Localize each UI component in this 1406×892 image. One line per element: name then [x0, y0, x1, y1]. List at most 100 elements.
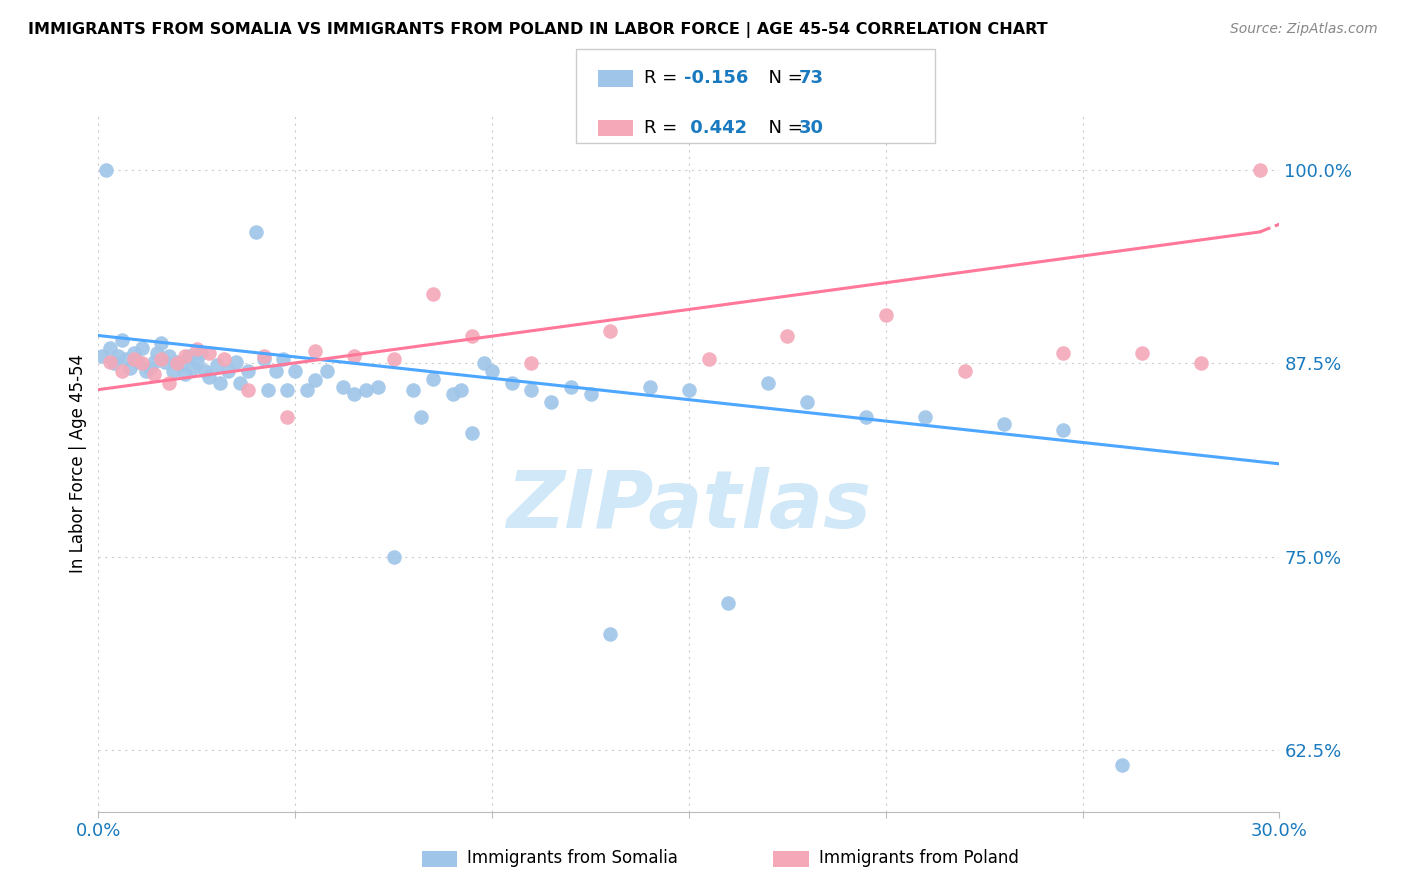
Text: 0.442: 0.442 [683, 119, 747, 136]
Point [150, 351, 173, 366]
Point [91, 349, 114, 363]
Point [579, 387, 602, 401]
Point [304, 343, 326, 358]
Point [599, 324, 621, 338]
Text: R =: R = [644, 70, 683, 87]
Point [914, 410, 936, 425]
Point [253, 351, 276, 366]
Point [638, 379, 661, 393]
Point [343, 387, 366, 401]
Point [560, 379, 582, 393]
Point [540, 395, 562, 409]
Point [1052, 423, 1074, 437]
Point [131, 341, 153, 355]
Point [236, 364, 259, 378]
Point [461, 328, 484, 343]
Point [98, 341, 121, 355]
Point [276, 410, 298, 425]
Point [214, 351, 236, 366]
Point [422, 286, 444, 301]
Y-axis label: In Labor Force | Age 45-54: In Labor Force | Age 45-54 [69, 354, 87, 574]
Point [315, 364, 337, 378]
Point [217, 364, 239, 378]
Point [186, 343, 208, 357]
Text: -0.156: -0.156 [683, 70, 748, 87]
Point [150, 336, 173, 351]
Point [170, 358, 193, 372]
Point [382, 549, 405, 564]
Point [411, 410, 433, 425]
Point [225, 355, 247, 369]
Point [135, 364, 157, 378]
Text: Immigrants from Poland: Immigrants from Poland [818, 849, 1018, 867]
Point [194, 364, 217, 378]
Point [382, 351, 405, 366]
Point [209, 376, 232, 391]
Text: R =: R = [644, 119, 683, 136]
Point [367, 379, 389, 393]
Point [441, 387, 464, 401]
Point [245, 225, 267, 239]
Point [181, 361, 204, 376]
Point [520, 383, 543, 397]
Point [343, 349, 366, 363]
Point [111, 333, 134, 347]
Text: IMMIGRANTS FROM SOMALIA VS IMMIGRANTS FROM POLAND IN LABOR FORCE | AGE 45-54 COR: IMMIGRANTS FROM SOMALIA VS IMMIGRANTS FR… [28, 22, 1047, 38]
Point [953, 364, 976, 378]
Point [1189, 356, 1212, 370]
Point [284, 364, 307, 378]
Point [1052, 345, 1074, 359]
Text: Immigrants from Somalia: Immigrants from Somalia [467, 849, 678, 867]
Text: N =: N = [756, 119, 808, 136]
Text: 30: 30 [799, 119, 824, 136]
Point [236, 383, 259, 397]
Text: ZIPatlas: ZIPatlas [506, 467, 872, 545]
Point [166, 355, 188, 369]
Point [253, 349, 276, 363]
Point [96, 163, 118, 178]
Point [115, 351, 138, 366]
Point [993, 417, 1015, 431]
Point [107, 349, 129, 363]
Point [122, 351, 145, 366]
Point [142, 355, 165, 369]
Point [103, 356, 125, 370]
Point [501, 376, 523, 391]
Point [776, 328, 799, 343]
Point [354, 383, 377, 397]
Point [422, 372, 444, 386]
Point [450, 383, 472, 397]
Point [481, 364, 503, 378]
Point [146, 345, 169, 359]
Point [295, 383, 318, 397]
Point [157, 349, 180, 363]
Point [855, 410, 877, 425]
Point [98, 355, 121, 369]
Point [1111, 758, 1133, 772]
Point [122, 345, 145, 359]
Point [756, 376, 779, 391]
Point [599, 627, 621, 641]
Point [190, 345, 212, 359]
Point [304, 373, 326, 387]
Point [177, 349, 200, 363]
Point [142, 367, 165, 381]
Point [717, 596, 740, 610]
Point [1130, 345, 1153, 359]
Point [229, 376, 252, 391]
Point [402, 383, 425, 397]
Point [205, 358, 228, 372]
Point [174, 367, 197, 381]
Point [697, 351, 720, 366]
Point [678, 383, 700, 397]
Point [111, 364, 134, 378]
Point [1249, 163, 1271, 178]
Point [131, 356, 153, 370]
Point [157, 376, 180, 391]
Point [197, 345, 219, 359]
Point [875, 309, 897, 323]
Point [197, 370, 219, 384]
Text: 73: 73 [799, 70, 824, 87]
Point [461, 425, 484, 440]
Point [127, 355, 149, 369]
